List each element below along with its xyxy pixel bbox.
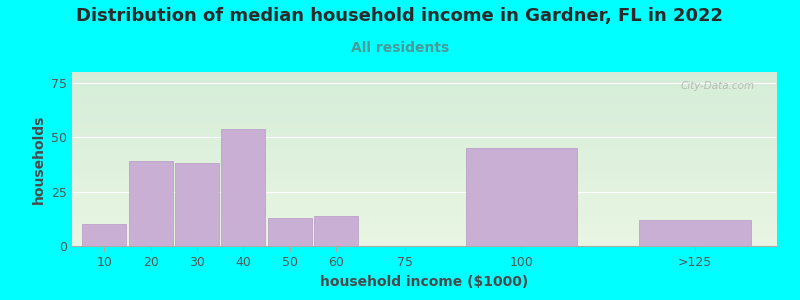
Bar bbox=[466, 148, 577, 246]
Bar bbox=[129, 161, 173, 246]
Bar bbox=[268, 218, 312, 246]
X-axis label: household income ($1000): household income ($1000) bbox=[320, 275, 528, 289]
Bar bbox=[82, 224, 126, 246]
Text: All residents: All residents bbox=[351, 40, 449, 55]
Text: Distribution of median household income in Gardner, FL in 2022: Distribution of median household income … bbox=[77, 8, 723, 26]
Y-axis label: households: households bbox=[31, 114, 46, 204]
Bar bbox=[175, 163, 219, 246]
Bar bbox=[314, 215, 358, 246]
Text: City-Data.com: City-Data.com bbox=[681, 81, 755, 91]
Bar bbox=[639, 220, 750, 246]
Bar bbox=[222, 128, 266, 246]
